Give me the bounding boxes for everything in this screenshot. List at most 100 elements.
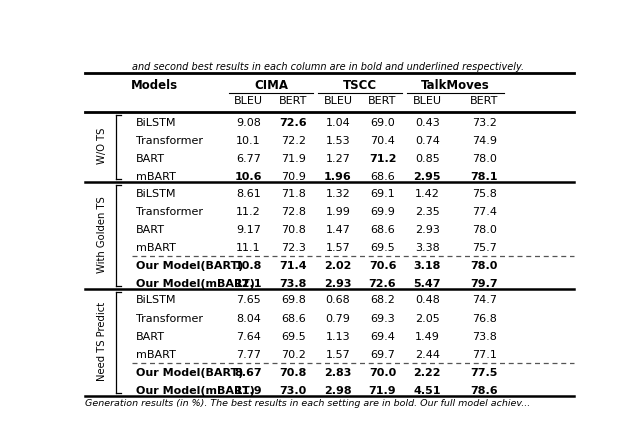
Text: BART: BART [136, 225, 164, 235]
Text: 78.6: 78.6 [470, 386, 498, 396]
Text: Our Model(BART): Our Model(BART) [136, 368, 243, 378]
Text: 1.13: 1.13 [326, 332, 350, 341]
Text: 0.79: 0.79 [326, 313, 350, 324]
Text: 10.1: 10.1 [236, 136, 261, 146]
Text: 1.99: 1.99 [326, 207, 350, 217]
Text: Need TS Predict: Need TS Predict [97, 302, 107, 381]
Text: 77.4: 77.4 [472, 207, 497, 217]
Text: 69.4: 69.4 [370, 332, 395, 341]
Text: mBART: mBART [136, 243, 175, 253]
Text: 1.96: 1.96 [324, 172, 352, 182]
Text: 69.9: 69.9 [370, 207, 395, 217]
Text: 73.0: 73.0 [280, 386, 307, 396]
Text: 7.65: 7.65 [236, 295, 261, 305]
Text: 2.93: 2.93 [324, 279, 351, 289]
Text: 69.7: 69.7 [370, 350, 395, 360]
Text: CIMA: CIMA [254, 79, 288, 92]
Text: 9.08: 9.08 [236, 118, 261, 128]
Text: 7.64: 7.64 [236, 332, 261, 341]
Text: 8.04: 8.04 [236, 313, 261, 324]
Text: 0.74: 0.74 [415, 136, 440, 146]
Text: Transformer: Transformer [136, 207, 202, 217]
Text: 0.48: 0.48 [415, 295, 440, 305]
Text: 73.8: 73.8 [280, 279, 307, 289]
Text: 8.61: 8.61 [236, 189, 261, 198]
Text: 11.1: 11.1 [236, 243, 261, 253]
Text: 1.57: 1.57 [326, 350, 350, 360]
Text: 72.6: 72.6 [280, 118, 307, 128]
Text: Our Model(mBART): Our Model(mBART) [136, 386, 255, 396]
Text: 68.6: 68.6 [370, 172, 395, 182]
Text: 0.68: 0.68 [326, 295, 350, 305]
Text: W/O TS: W/O TS [97, 128, 107, 164]
Text: 77.1: 77.1 [472, 350, 497, 360]
Text: 70.0: 70.0 [369, 368, 396, 378]
Text: Transformer: Transformer [136, 313, 202, 324]
Text: 70.8: 70.8 [280, 368, 307, 378]
Text: 69.8: 69.8 [281, 295, 306, 305]
Text: 2.83: 2.83 [324, 368, 351, 378]
Text: 5.47: 5.47 [413, 279, 441, 289]
Text: 68.6: 68.6 [281, 313, 306, 324]
Text: 70.2: 70.2 [281, 350, 306, 360]
Text: mBART: mBART [136, 350, 175, 360]
Text: 2.35: 2.35 [415, 207, 440, 217]
Text: mBART: mBART [136, 172, 175, 182]
Text: 8.67: 8.67 [235, 368, 262, 378]
Text: 73.2: 73.2 [472, 118, 497, 128]
Text: 2.95: 2.95 [413, 172, 441, 182]
Text: 74.9: 74.9 [472, 136, 497, 146]
Text: 2.02: 2.02 [324, 261, 351, 271]
Text: 7.77: 7.77 [236, 350, 261, 360]
Text: 72.6: 72.6 [369, 279, 396, 289]
Text: and second best results in each column are in bold and underlined respectively.: and second best results in each column a… [132, 62, 524, 72]
Text: 2.93: 2.93 [415, 225, 440, 235]
Text: 12.1: 12.1 [235, 279, 262, 289]
Text: 69.1: 69.1 [370, 189, 395, 198]
Text: 9.17: 9.17 [236, 225, 261, 235]
Text: 0.43: 0.43 [415, 118, 440, 128]
Text: 69.5: 69.5 [370, 243, 395, 253]
Text: BART: BART [136, 154, 164, 164]
Text: Our Model(BART): Our Model(BART) [136, 261, 243, 271]
Text: 3.38: 3.38 [415, 243, 440, 253]
Text: BERT: BERT [369, 96, 397, 106]
Text: 2.05: 2.05 [415, 313, 440, 324]
Text: 71.2: 71.2 [369, 154, 396, 164]
Text: 78.1: 78.1 [470, 172, 498, 182]
Text: 70.6: 70.6 [369, 261, 396, 271]
Text: 78.0: 78.0 [470, 261, 498, 271]
Text: 71.9: 71.9 [369, 386, 396, 396]
Text: Generation results (in %). The best results in each setting are in bold. Our ful: Generation results (in %). The best resu… [85, 399, 530, 408]
Text: 72.2: 72.2 [281, 136, 306, 146]
Text: 0.85: 0.85 [415, 154, 440, 164]
Text: 70.9: 70.9 [281, 172, 306, 182]
Text: BiLSTM: BiLSTM [136, 189, 176, 198]
Text: 70.8: 70.8 [281, 225, 306, 235]
Text: 10.8: 10.8 [235, 261, 262, 271]
Text: Models: Models [131, 79, 178, 92]
Text: 73.8: 73.8 [472, 332, 497, 341]
Text: 77.5: 77.5 [470, 368, 498, 378]
Text: 78.0: 78.0 [472, 225, 497, 235]
Text: 2.44: 2.44 [415, 350, 440, 360]
Text: 1.32: 1.32 [326, 189, 350, 198]
Text: BLEU: BLEU [323, 96, 353, 106]
Text: 1.49: 1.49 [415, 332, 440, 341]
Text: TalkMoves: TalkMoves [421, 79, 490, 92]
Text: 72.3: 72.3 [281, 243, 306, 253]
Text: 1.42: 1.42 [415, 189, 440, 198]
Text: 1.27: 1.27 [326, 154, 350, 164]
Text: 3.18: 3.18 [413, 261, 441, 271]
Text: 68.2: 68.2 [370, 295, 395, 305]
Text: 10.6: 10.6 [235, 172, 262, 182]
Text: BERT: BERT [470, 96, 499, 106]
Text: 75.7: 75.7 [472, 243, 497, 253]
Text: BERT: BERT [279, 96, 307, 106]
Text: BiLSTM: BiLSTM [136, 118, 176, 128]
Text: 69.3: 69.3 [370, 313, 395, 324]
Text: 76.8: 76.8 [472, 313, 497, 324]
Text: 6.77: 6.77 [236, 154, 261, 164]
Text: 1.04: 1.04 [326, 118, 350, 128]
Text: TSCC: TSCC [343, 79, 378, 92]
